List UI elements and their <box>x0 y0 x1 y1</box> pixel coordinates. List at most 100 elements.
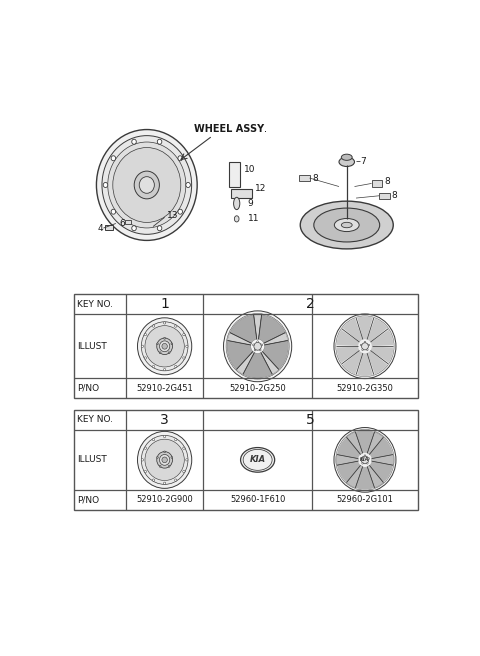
Text: 8: 8 <box>312 174 318 182</box>
Bar <box>229 162 240 186</box>
Ellipse shape <box>224 311 292 382</box>
Ellipse shape <box>257 341 258 342</box>
Ellipse shape <box>300 201 393 249</box>
Ellipse shape <box>159 455 170 465</box>
Polygon shape <box>228 333 252 345</box>
Polygon shape <box>367 465 384 488</box>
Ellipse shape <box>145 325 184 367</box>
Polygon shape <box>371 346 394 363</box>
Ellipse shape <box>234 216 239 222</box>
Text: 11: 11 <box>248 215 259 223</box>
Text: P/NO: P/NO <box>77 384 99 393</box>
Ellipse shape <box>259 349 261 351</box>
Text: 5: 5 <box>306 413 315 427</box>
Polygon shape <box>261 352 279 375</box>
Ellipse shape <box>141 436 188 484</box>
Polygon shape <box>371 330 394 346</box>
Ellipse shape <box>113 148 181 222</box>
Text: 4: 4 <box>97 224 103 234</box>
Ellipse shape <box>156 343 158 345</box>
Polygon shape <box>347 432 363 455</box>
Ellipse shape <box>145 440 184 481</box>
Ellipse shape <box>141 322 188 371</box>
Ellipse shape <box>141 345 144 348</box>
Polygon shape <box>262 340 288 369</box>
Text: 52910-2G250: 52910-2G250 <box>229 384 286 393</box>
Ellipse shape <box>164 337 166 339</box>
Ellipse shape <box>102 136 192 234</box>
Ellipse shape <box>157 451 172 468</box>
Ellipse shape <box>171 457 173 459</box>
Ellipse shape <box>137 432 192 488</box>
Ellipse shape <box>361 342 368 350</box>
Ellipse shape <box>141 459 144 461</box>
Ellipse shape <box>360 458 362 459</box>
Ellipse shape <box>254 349 256 351</box>
Text: 52910-2G350: 52910-2G350 <box>336 384 394 393</box>
Text: 9: 9 <box>248 199 253 208</box>
Ellipse shape <box>144 357 146 359</box>
Ellipse shape <box>175 365 177 367</box>
Ellipse shape <box>164 451 166 453</box>
Ellipse shape <box>367 349 368 350</box>
Ellipse shape <box>96 129 197 240</box>
Ellipse shape <box>252 344 254 346</box>
Ellipse shape <box>157 139 162 144</box>
Bar <box>74 410 418 510</box>
Polygon shape <box>336 346 360 363</box>
Polygon shape <box>336 455 358 465</box>
Ellipse shape <box>186 345 188 348</box>
Polygon shape <box>357 317 372 339</box>
Text: 2: 2 <box>306 297 315 312</box>
Polygon shape <box>367 318 387 342</box>
Ellipse shape <box>314 208 380 242</box>
Polygon shape <box>337 437 360 459</box>
Ellipse shape <box>261 344 263 346</box>
Ellipse shape <box>111 209 116 215</box>
Bar <box>372 180 383 186</box>
Ellipse shape <box>234 197 240 210</box>
Text: 52910-2G900: 52910-2G900 <box>136 495 193 504</box>
Ellipse shape <box>178 155 182 161</box>
Ellipse shape <box>175 438 177 441</box>
Ellipse shape <box>361 456 369 464</box>
Ellipse shape <box>157 338 172 354</box>
Polygon shape <box>372 455 394 465</box>
Ellipse shape <box>164 436 166 438</box>
Ellipse shape <box>108 142 186 228</box>
Text: 1: 1 <box>160 297 169 312</box>
Ellipse shape <box>183 333 185 336</box>
Text: 10: 10 <box>244 165 256 174</box>
Ellipse shape <box>139 176 155 194</box>
Ellipse shape <box>134 171 159 199</box>
Polygon shape <box>337 461 360 483</box>
Ellipse shape <box>152 479 155 482</box>
Bar <box>105 225 113 230</box>
Polygon shape <box>355 430 374 453</box>
Bar <box>230 189 252 198</box>
Ellipse shape <box>341 154 352 160</box>
Ellipse shape <box>111 155 116 161</box>
Text: 13: 13 <box>167 211 178 220</box>
Ellipse shape <box>164 369 166 371</box>
Polygon shape <box>367 351 387 374</box>
Ellipse shape <box>362 462 363 464</box>
Ellipse shape <box>137 318 192 375</box>
Text: WHEEL ASSY: WHEEL ASSY <box>194 124 264 134</box>
Ellipse shape <box>183 357 185 359</box>
Ellipse shape <box>168 352 170 354</box>
Text: ILLUST: ILLUST <box>77 342 107 351</box>
Ellipse shape <box>254 342 262 350</box>
Bar <box>74 295 418 398</box>
Polygon shape <box>237 352 254 375</box>
Ellipse shape <box>368 344 370 346</box>
Polygon shape <box>230 315 257 343</box>
Ellipse shape <box>168 465 170 467</box>
Ellipse shape <box>186 459 188 461</box>
Ellipse shape <box>132 139 136 144</box>
Ellipse shape <box>152 325 155 327</box>
Ellipse shape <box>144 447 146 449</box>
Text: P/NO: P/NO <box>77 495 99 504</box>
Ellipse shape <box>367 462 368 464</box>
Ellipse shape <box>368 458 370 459</box>
